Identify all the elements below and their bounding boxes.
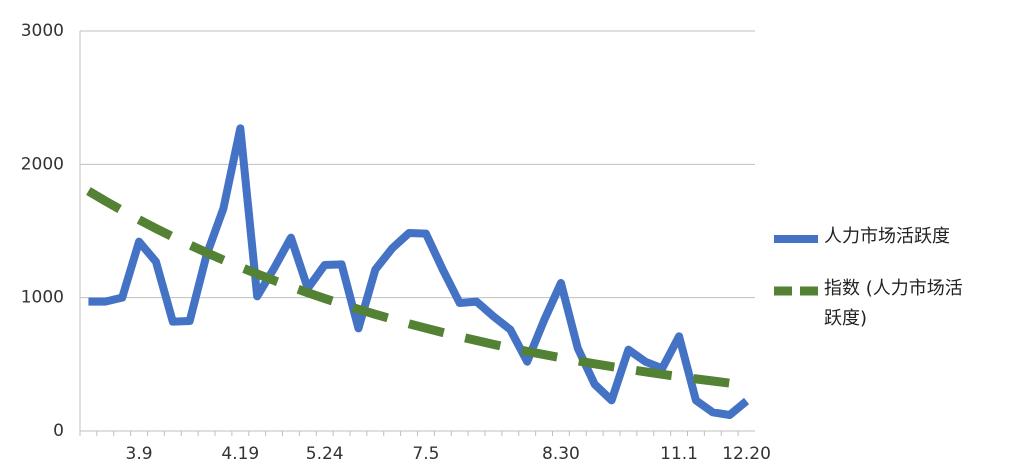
x-tick-label: 3.9 — [126, 444, 153, 464]
legend-swatch — [774, 286, 818, 296]
legend-swatch — [774, 235, 818, 243]
legend: 人力市场活跃度指数 (人力市场活跃度) — [770, 222, 980, 352]
legend-label: 指数 (人力市场活跃度) — [824, 278, 963, 329]
x-tick-label: 5.24 — [306, 444, 344, 464]
data-line — [86, 187, 731, 388]
y-tick-label: 3000 — [21, 21, 64, 41]
x-tick-label: 4.19 — [221, 444, 259, 464]
legend-label: 人力市场活跃度 — [824, 226, 950, 247]
x-tick-label: 11.1 — [660, 444, 698, 464]
legend-item: 指数 (人力市场活跃度) — [770, 274, 980, 334]
y-tick-label: 0 — [53, 421, 64, 441]
x-tick-label: 8.30 — [542, 444, 580, 464]
legend-item: 人力市场活跃度 — [770, 222, 980, 256]
y-tick-label: 2000 — [21, 154, 64, 174]
x-tick-label: 12.20 — [722, 444, 771, 464]
x-tick-label: 7.5 — [412, 444, 439, 464]
data-line — [88, 124, 750, 419]
y-tick-label: 1000 — [21, 288, 64, 308]
